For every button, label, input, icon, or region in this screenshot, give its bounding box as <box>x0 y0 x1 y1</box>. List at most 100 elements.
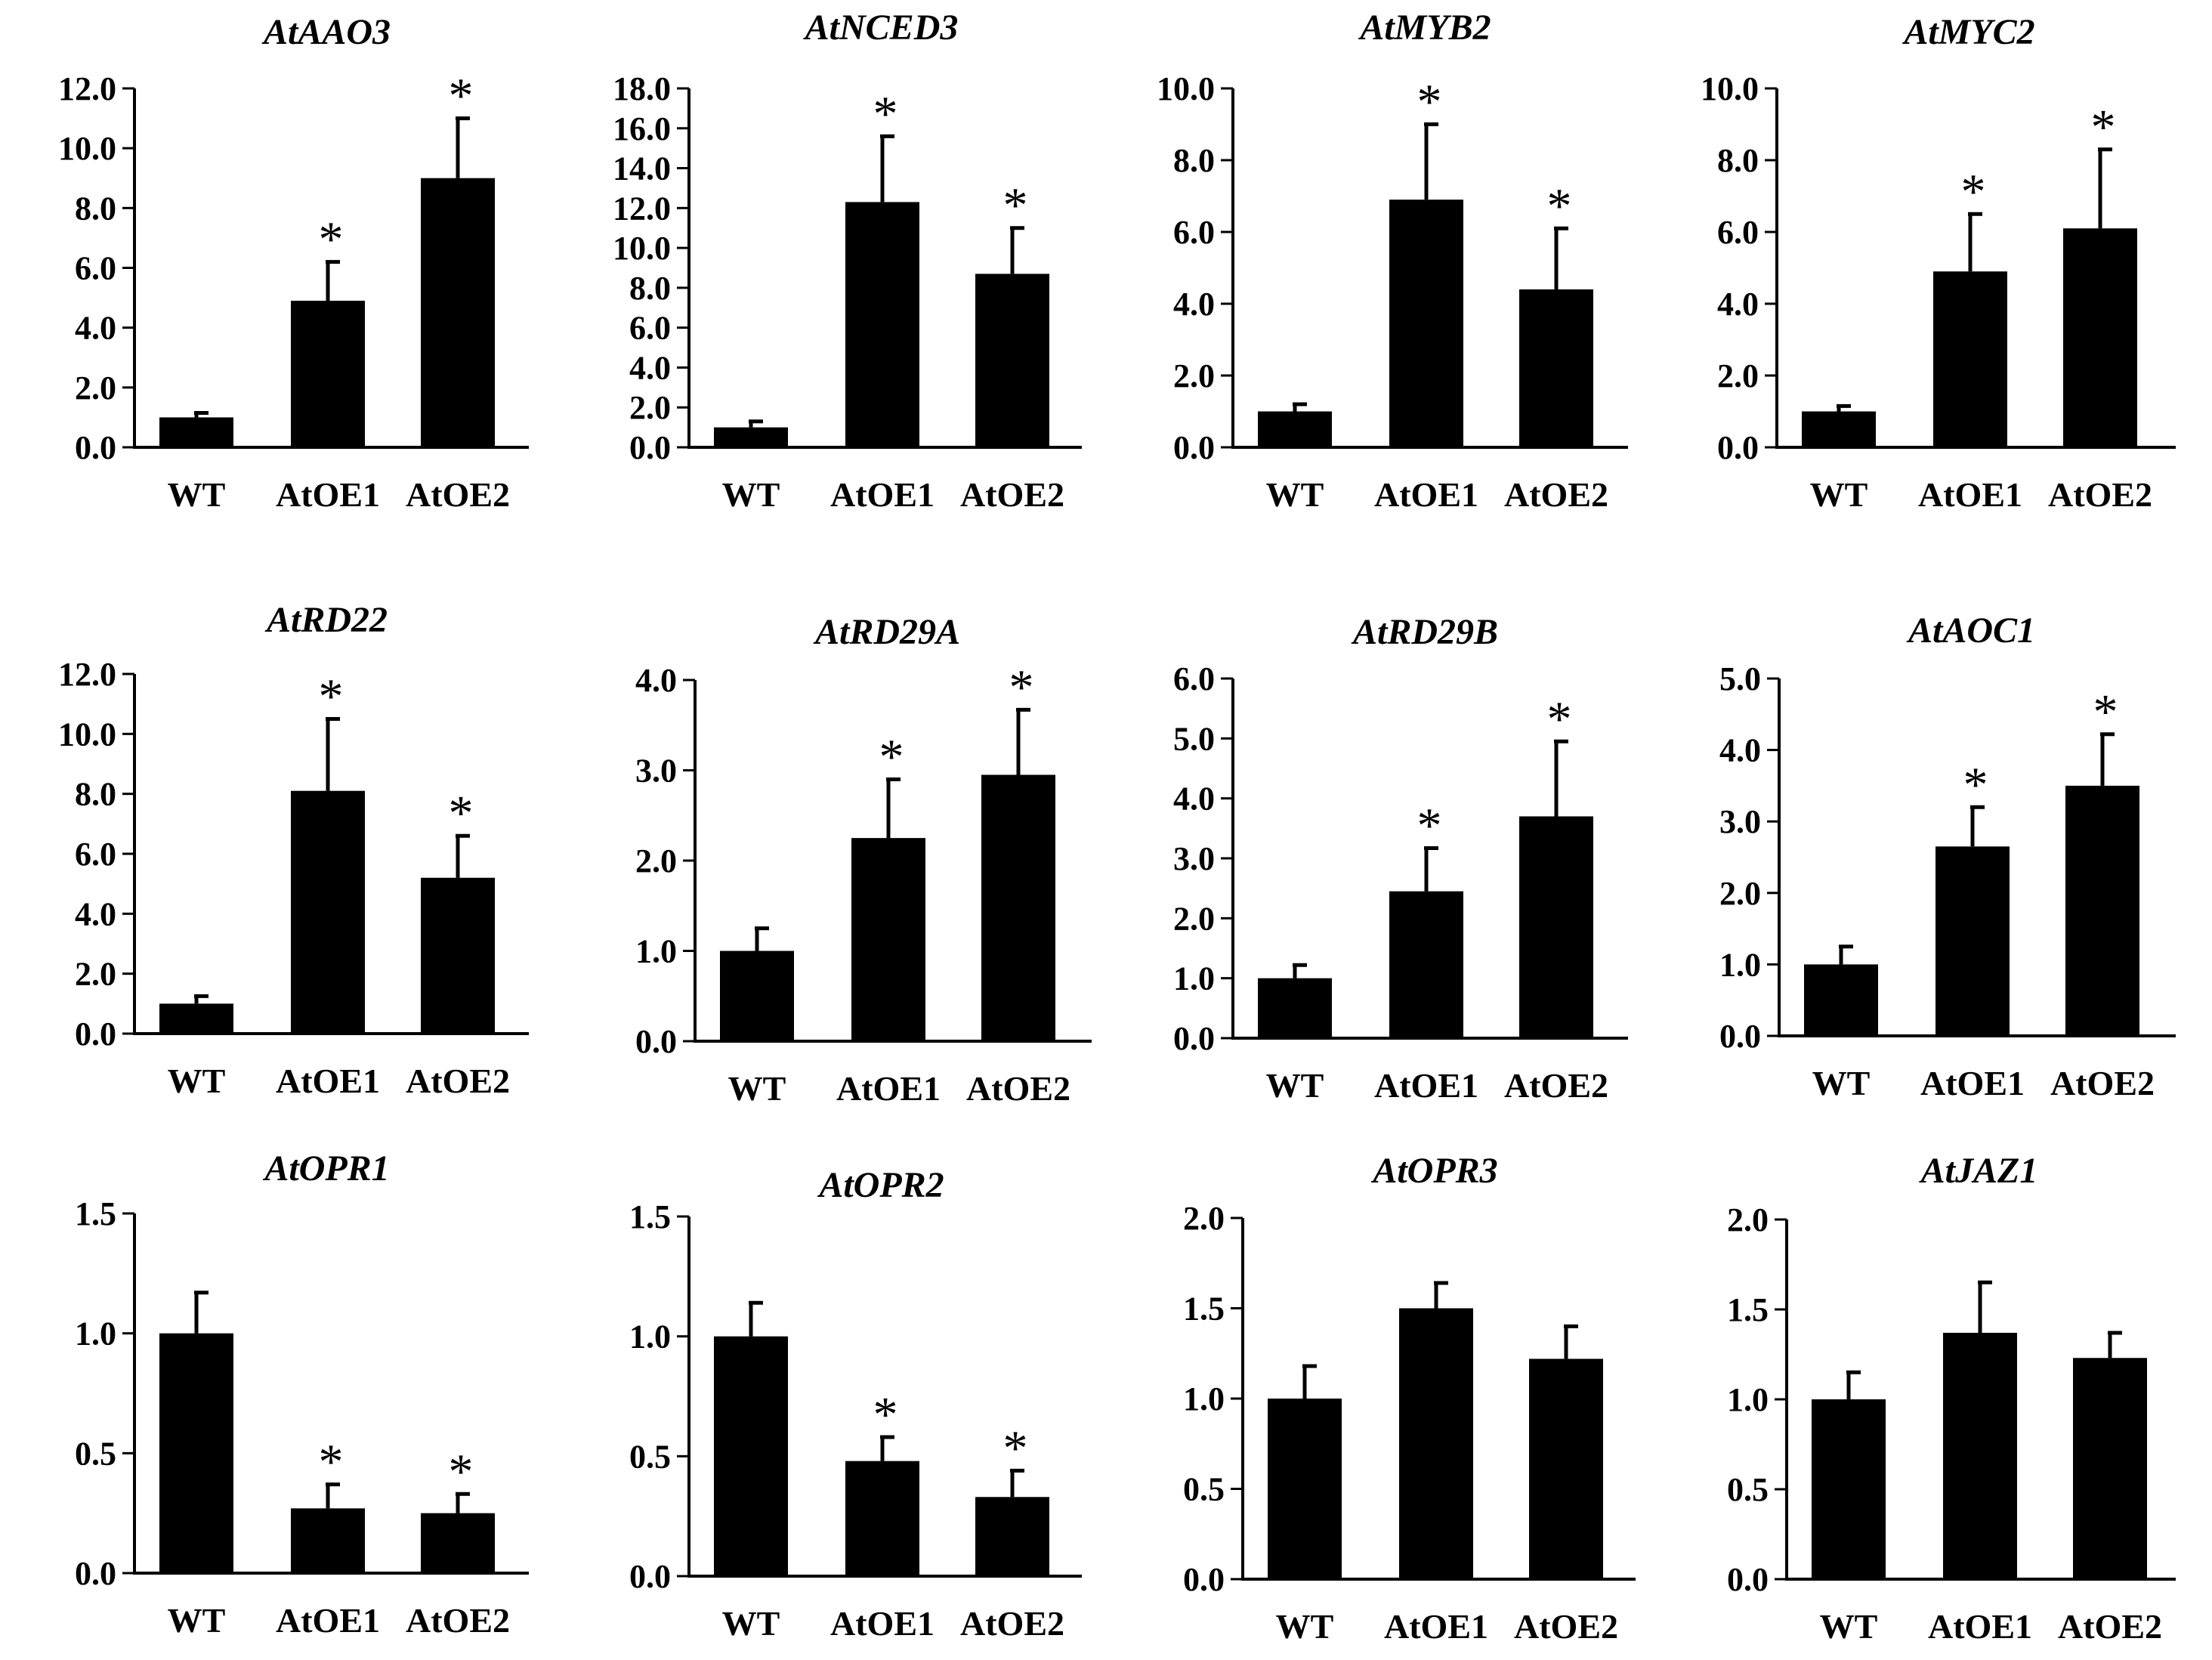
chart-title: AtOPR1 <box>262 1148 389 1189</box>
y-tick-label: 8.0 <box>75 776 116 813</box>
bar-AtOE2 <box>1519 816 1593 1038</box>
y-tick-label: 2.0 <box>1183 1200 1225 1237</box>
y-tick-label: 10.0 <box>58 130 116 167</box>
chart-panel-AtOPR2: AtOPR2 0.0 0.5 1.0 1.5 WT * AtOE1 * AtOE2 <box>629 1165 1082 1643</box>
category-label: AtOE2 <box>1514 1607 1618 1646</box>
y-tick-label: 18.0 <box>613 70 671 107</box>
chart-panel-AtMYB2: AtMYB2 0.0 2.0 4.0 6.0 8.0 10.0 WT * AtOE1 * AtOE2 <box>1157 8 1628 514</box>
y-tick-label: 0.0 <box>1173 429 1215 466</box>
bar-AtOE2 <box>1529 1359 1603 1579</box>
category-label: WT <box>168 1062 226 1100</box>
bar-WT <box>714 427 788 447</box>
category-label: WT <box>1276 1607 1334 1646</box>
category-label: AtOE1 <box>1920 1064 2025 1102</box>
category-label: AtOE1 <box>276 475 380 514</box>
chart-panel-AtMYC2: AtMYC2 0.0 2.0 4.0 6.0 8.0 10.0 WT * AtOE1 * AtOE2 <box>1701 12 2176 514</box>
y-tick-label: 8.0 <box>1173 142 1215 179</box>
y-tick-label: 4.0 <box>1717 286 1759 323</box>
y-tick-label: 2.0 <box>75 369 116 406</box>
y-tick-label: 5.0 <box>1173 720 1215 757</box>
y-tick-label: 6.0 <box>629 310 671 347</box>
category-label: WT <box>1266 1066 1324 1105</box>
y-tick-label: 0.5 <box>1727 1471 1769 1508</box>
y-tick-label: 1.0 <box>635 933 677 970</box>
bar-AtOE1 <box>291 790 365 1034</box>
y-tick-label: 4.0 <box>75 895 116 932</box>
bar-AtOE2 <box>2065 785 2139 1036</box>
category-label: AtOE2 <box>406 1062 510 1100</box>
significance-star: * <box>873 1387 898 1442</box>
y-tick-label: 1.0 <box>75 1315 116 1352</box>
y-tick-label: 2.0 <box>1727 1201 1769 1238</box>
y-tick-label: 16.0 <box>613 110 671 147</box>
significance-star: * <box>449 1444 474 1499</box>
significance-star: * <box>1963 757 1988 812</box>
category-label: AtOE1 <box>1918 475 2022 514</box>
chart-title: AtNCED3 <box>803 8 959 48</box>
y-tick-label: 12.0 <box>58 656 116 693</box>
bar-AtOE1 <box>1389 891 1463 1038</box>
y-tick-label: 4.0 <box>635 662 677 699</box>
y-tick-label: 1.0 <box>1183 1380 1225 1417</box>
bar-WT <box>159 1003 233 1034</box>
y-tick-label: 0.0 <box>635 1023 677 1060</box>
significance-star: * <box>1009 660 1034 715</box>
category-label: WT <box>168 1601 226 1640</box>
significance-star: * <box>2091 100 2116 155</box>
y-tick-label: 8.0 <box>1717 142 1759 179</box>
y-tick-label: 3.0 <box>635 753 677 790</box>
significance-star: * <box>873 86 898 141</box>
category-label: AtOE2 <box>960 475 1064 514</box>
bar-AtOE1 <box>851 838 925 1041</box>
y-tick-label: 0.0 <box>1173 1020 1215 1057</box>
y-tick-label: 10.0 <box>58 716 116 753</box>
category-label: AtOE2 <box>406 1601 510 1640</box>
significance-star: * <box>1417 75 1442 130</box>
significance-star: * <box>1547 178 1572 233</box>
y-tick-label: 0.0 <box>629 429 671 466</box>
significance-star: * <box>1003 178 1028 233</box>
category-label: AtOE2 <box>2050 1064 2155 1102</box>
chart-panel-AtNCED3: AtNCED3 0.02.04.06.08.010.012.014.016.018… <box>613 8 1082 514</box>
bar-WT <box>159 1333 233 1573</box>
chart-title: AtAAO3 <box>261 12 391 52</box>
bar-AtOE2 <box>2073 1358 2147 1579</box>
category-label: WT <box>722 475 780 514</box>
chart-title: AtJAZ1 <box>1919 1151 2038 1191</box>
category-label: WT <box>168 475 226 514</box>
y-tick-label: 1.5 <box>1727 1291 1769 1328</box>
significance-star: * <box>319 669 344 725</box>
y-tick-label: 6.0 <box>75 250 116 287</box>
bar-AtOE2 <box>975 1497 1049 1576</box>
bar-AtOE2 <box>1519 289 1593 447</box>
y-tick-label: 10.0 <box>613 230 671 267</box>
y-tick-label: 0.0 <box>1727 1561 1769 1598</box>
bar-AtOE2 <box>975 274 1049 447</box>
significance-star: * <box>449 786 474 841</box>
chart-panel-AtAOC1: AtAOC1 0.0 1.0 2.0 3.0 4.0 5.0 WT * AtOE1 * AtOE2 <box>1719 611 2176 1102</box>
bar-AtOE1 <box>291 301 365 447</box>
bar-AtOE2 <box>421 1513 495 1573</box>
category-label: AtOE1 <box>1384 1607 1488 1646</box>
bar-AtOE2 <box>2063 228 2137 447</box>
bar-WT <box>1812 1399 1886 1579</box>
y-tick-label: 0.0 <box>629 1558 671 1595</box>
y-tick-label: 2.0 <box>629 389 671 426</box>
y-tick-label: 10.0 <box>1701 70 1759 107</box>
category-label: AtOE1 <box>836 1069 941 1108</box>
y-tick-label: 0.5 <box>1183 1471 1225 1508</box>
significance-star: * <box>319 212 344 267</box>
y-tick-label: 4.0 <box>1173 286 1215 323</box>
y-tick-label: 4.0 <box>1173 781 1215 818</box>
bar-AtOE1 <box>291 1508 365 1573</box>
y-tick-label: 1.5 <box>1183 1291 1225 1328</box>
bar-AtOE2 <box>421 178 495 447</box>
y-tick-label: 3.0 <box>1719 803 1761 840</box>
chart-panel-AtRD22: AtRD22 0.0 2.0 4.0 6.0 8.0 10.0 12.0 WT * AtOE1 * At… <box>58 600 529 1100</box>
category-label: AtOE2 <box>406 475 510 514</box>
bar-WT <box>1258 978 1332 1038</box>
bar-AtOE1 <box>1389 199 1463 447</box>
y-tick-label: 1.0 <box>1727 1381 1769 1418</box>
chart-title: AtRD29B <box>1351 612 1498 652</box>
bar-AtOE1 <box>845 202 919 447</box>
